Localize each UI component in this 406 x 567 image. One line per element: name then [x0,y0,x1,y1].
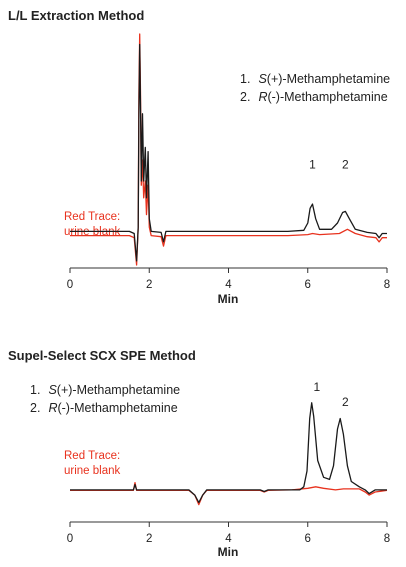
x-tick-label: 6 [305,533,311,545]
x-tick-label: 2 [146,533,152,545]
legend-ll: 1. S(+)-Methamphetamine 2. R(-)-Methamphet… [240,72,390,104]
legend-item-1-ll: 1. S(+)-Methamphetamine [240,72,390,86]
legend-item-1-scx: 1. S(+)-Methamphetamine [30,383,180,397]
x-tick-label: 4 [225,279,232,291]
legend-scx: 1. S(+)-Methamphetamine 2. R(-)-Methamphet… [30,383,180,415]
red-trace-note-line1-ll: Red Trace: [64,211,120,223]
peak-labels-scx: 12 [314,380,350,409]
trace-urine-blank-scx [70,481,388,506]
x-axis-ticks-scx: 0 2 4 6 8 [67,522,390,545]
x-axis-title-scx: Min [218,545,239,559]
chart-panel-ll-extraction: L/L Extraction Method 1. S(+)-Methampheta… [8,8,390,306]
x-tick-label: 0 [67,279,73,291]
peak-label: 1 [309,157,316,171]
chart-title-scx: Supel-Select SCX SPE Method [8,348,196,363]
x-axis-ticks-ll: 0 2 4 6 8 [67,268,390,291]
peak-label: 2 [342,157,349,171]
chart-panel-scx-spe: Supel-Select SCX SPE Method 1. S(+)-Metha… [8,348,390,559]
x-tick-label: 4 [225,533,232,545]
x-tick-label: 0 [67,533,73,545]
peak-label: 2 [342,395,349,409]
peak-label: 1 [314,380,321,394]
x-tick-label: 8 [384,279,390,291]
trace-sample-ll [70,43,387,262]
red-trace-note-line1-scx: Red Trace: [64,450,120,462]
x-axis-title-ll: Min [218,292,239,306]
x-tick-label: 8 [384,533,390,545]
red-trace-note-line2-scx: urine blank [64,465,121,477]
x-tick-label: 2 [146,279,152,291]
chart-title-ll: L/L Extraction Method [8,8,144,23]
trace-sample-scx [70,402,387,504]
x-tick-label: 6 [305,279,311,291]
legend-item-2-scx: 2. R(-)-Methamphetamine [30,401,178,415]
legend-item-2-ll: 2. R(-)-Methamphetamine [240,90,388,104]
